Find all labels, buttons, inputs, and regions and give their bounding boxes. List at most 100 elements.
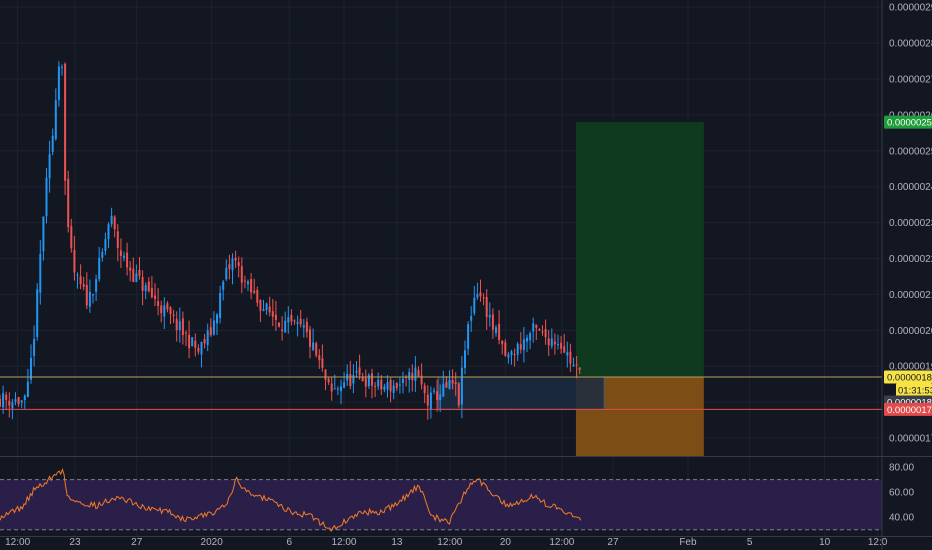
candle-body [228,264,231,269]
candle-body [14,399,17,402]
time-axis-label: 12:00 [437,537,462,548]
time-axis-label: 12:0 [868,537,888,548]
candle-body [23,395,26,401]
candle-body [336,388,339,390]
candle-body [107,224,110,240]
candle-body [547,338,550,346]
candle-body [498,323,501,340]
candle-body [8,400,11,406]
candle-body [380,379,383,390]
candle-body [194,340,197,348]
entry-range-box[interactable] [437,376,605,410]
candle-body [367,374,370,387]
time-axis-label: 6 [287,537,293,548]
candle-body [126,252,129,268]
candle-body [274,314,277,321]
candle-body [333,388,336,390]
candle-body [340,386,342,392]
candle-body [445,381,448,388]
candle-body [271,311,274,317]
candle-body [383,386,386,390]
candle-body [324,369,327,380]
candle-body [516,343,519,355]
candle-body [172,314,175,316]
candle-body [327,378,330,383]
candle-body [349,374,352,387]
candle-body [364,378,367,387]
candle-body [20,400,23,403]
candle-body [305,321,308,333]
time-axis-label: 27 [607,537,619,548]
candle-body [563,346,566,353]
countdown-tag: 01:31:53 [898,386,932,397]
candle-body [268,306,271,313]
candle-body [64,63,67,181]
candle-body [5,394,8,400]
rsi-axis-label: 40.00 [889,513,914,524]
candle-body [225,267,228,280]
candle-body [39,253,42,293]
candle-body [42,216,45,252]
candle-body [436,391,439,401]
candle-body [560,342,563,349]
candle-body [501,340,504,345]
candle-body [132,268,135,282]
candle-body [510,351,513,355]
candle-body [281,329,284,331]
last-price-tag-bg [884,370,932,384]
candle-body [144,285,147,292]
candle-body [206,330,209,346]
candle-body [290,315,293,322]
candle-body [135,273,138,283]
candle-body [377,379,380,387]
candle-body [141,277,144,291]
candle-body [433,390,435,392]
time-axis-label: 20 [500,537,512,548]
candle-body [473,297,476,314]
candle-body [166,303,169,310]
candle-body [185,332,187,334]
candle-body [299,318,302,325]
candle-body [101,251,104,258]
time-axis-label: 2020 [201,537,224,548]
price-candles [0,61,581,420]
candle-body [398,384,401,386]
target-zone[interactable] [575,122,704,378]
position-tool[interactable] [437,122,704,456]
candle-body [188,334,191,349]
candle-body [247,281,249,285]
price-tags: 0.000002580.0000018701:31:530.000001870.… [884,115,932,416]
candle-body [67,178,70,228]
candle-body [312,342,315,350]
candle-body [61,66,63,68]
candle-body [296,321,299,324]
candle-body [30,357,32,380]
time-axis-label: 5 [747,537,753,548]
price-axis-label: 0.00000290 [889,3,932,14]
rsi-line [0,467,582,533]
candle-body [45,177,48,217]
candle-body [386,382,389,390]
candle-body [541,331,544,333]
price-axis-label: 0.00000220 [889,254,932,265]
candle-body [219,293,222,319]
candle-body [519,344,522,350]
candle-body [423,385,426,394]
candle-body [178,321,181,331]
time-axis-label: 13 [391,537,403,548]
candle-body [256,289,259,303]
candle-body [575,364,578,366]
candle-body [175,318,178,331]
candle-body [392,385,395,393]
candle-body [293,320,296,322]
candle-body [57,66,60,100]
candle-body [535,324,538,328]
candle-body [209,327,212,336]
candle-body [70,226,73,249]
candle-body [104,239,107,251]
candle-body [237,262,240,267]
candle-body [451,380,454,384]
candle-body [464,350,466,368]
rsi-band [0,479,882,530]
